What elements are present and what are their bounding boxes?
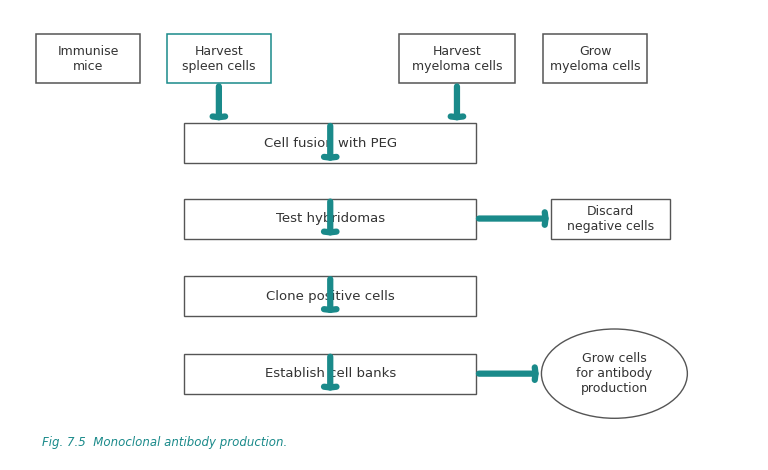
FancyBboxPatch shape: [551, 198, 670, 238]
Text: Grow cells
for antibody
production: Grow cells for antibody production: [576, 352, 653, 395]
FancyBboxPatch shape: [184, 124, 476, 163]
FancyBboxPatch shape: [399, 34, 515, 84]
FancyBboxPatch shape: [184, 276, 476, 316]
Text: Establish cell banks: Establish cell banks: [265, 367, 396, 380]
FancyBboxPatch shape: [544, 34, 647, 84]
FancyBboxPatch shape: [184, 353, 476, 394]
Text: Test hybridomas: Test hybridomas: [276, 212, 385, 225]
Text: Harvest
myeloma cells: Harvest myeloma cells: [412, 45, 502, 73]
Text: Harvest
spleen cells: Harvest spleen cells: [182, 45, 256, 73]
Text: Grow
myeloma cells: Grow myeloma cells: [550, 45, 641, 73]
Text: Cell fusion with PEG: Cell fusion with PEG: [263, 137, 397, 150]
Ellipse shape: [541, 329, 687, 418]
Text: Immunise
mice: Immunise mice: [58, 45, 119, 73]
Text: Discard
negative cells: Discard negative cells: [567, 204, 654, 233]
FancyBboxPatch shape: [184, 198, 476, 238]
FancyBboxPatch shape: [167, 34, 270, 84]
FancyBboxPatch shape: [37, 34, 140, 84]
Text: Clone positive cells: Clone positive cells: [266, 290, 395, 303]
Text: Fig. 7.5  Monoclonal antibody production.: Fig. 7.5 Monoclonal antibody production.: [42, 436, 287, 449]
